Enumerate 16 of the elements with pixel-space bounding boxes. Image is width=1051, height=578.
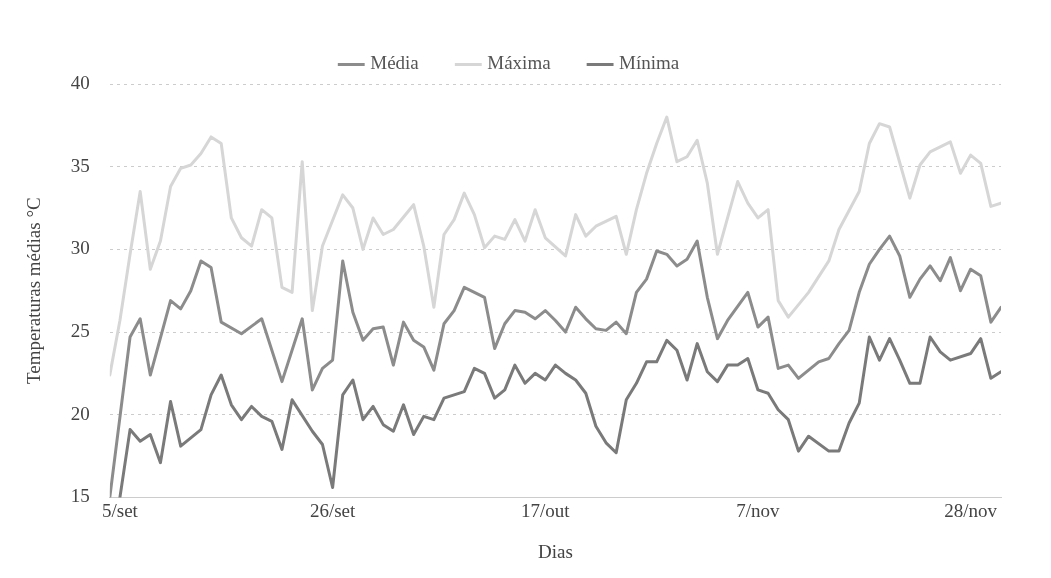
x-tick-label: 5/set [101,499,139,521]
legend-label: Média [370,52,420,74]
x-axis-title: Dias [537,540,573,562]
x-tick-label: 26/set [309,499,357,521]
legend-label: Mínima [619,52,680,74]
y-tick-label: 25 [70,320,90,342]
y-tick-label: 35 [70,154,90,176]
y-tick-label: 15 [70,485,90,507]
y-tick-label: 30 [70,237,90,259]
x-tick-label: 7/nov [736,499,781,521]
y-tick-label: 40 [70,71,90,93]
legend-label: Máxima [487,52,552,74]
x-tick-label: 28/nov [944,499,998,521]
y-tick-label: 20 [70,402,90,424]
x-tick-label: 17/out [520,499,571,521]
y-axis-title: Temperaturas médias °C [23,197,45,385]
